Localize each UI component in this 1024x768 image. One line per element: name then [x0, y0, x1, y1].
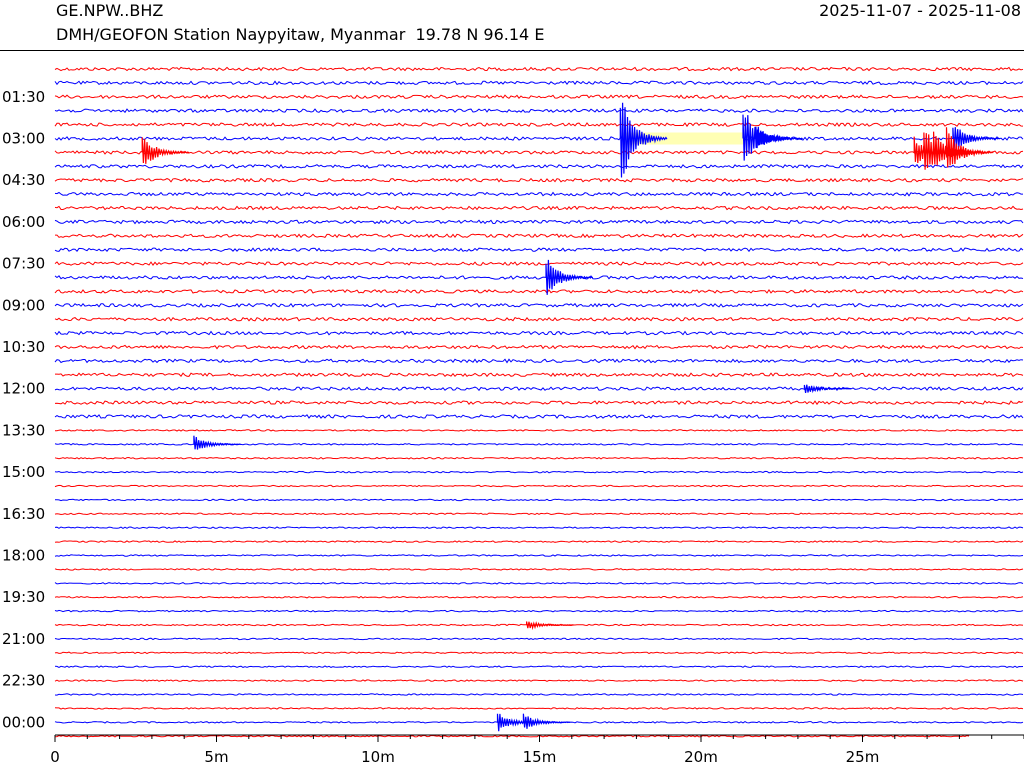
row-time-label: 12:00: [2, 380, 45, 398]
x-tick-label: 20m: [684, 748, 718, 766]
station-description: DMH/GEOFON Station Naypyitaw, Myanmar 19…: [56, 25, 545, 44]
trace-row: [54, 651, 1024, 655]
event-trace: [755, 126, 803, 149]
trace-row: [54, 707, 1024, 710]
row-time-label: 13:30: [2, 421, 45, 439]
event-trace: [952, 127, 1000, 152]
row-time-label: 22:30: [2, 672, 45, 690]
trace-row: [54, 400, 1024, 406]
trace-row: [54, 637, 1024, 641]
trace-row: [54, 316, 1024, 322]
trace-row: [54, 330, 1024, 336]
trace-row: [54, 191, 1023, 197]
trace-row: [54, 470, 1024, 474]
trace-row: [54, 247, 1024, 253]
x-tick-label: 5m: [204, 748, 228, 766]
trace-row: [54, 554, 1024, 557]
event-trace: [141, 137, 190, 164]
row-time-label: 06:00: [2, 213, 45, 231]
row-time-label: 21:00: [2, 630, 45, 648]
trace-row: [54, 94, 1024, 100]
trace-row: [54, 568, 1024, 571]
trace-row: [54, 526, 1024, 529]
event-trace: [522, 713, 571, 729]
trace-row: [54, 386, 1024, 392]
trace-row: [55, 372, 1024, 378]
event-trace: [803, 384, 852, 394]
seismogram-traces: [54, 66, 1024, 738]
trace-row: [54, 150, 1024, 155]
row-time-label: 07:30: [2, 255, 45, 273]
trace-row: [54, 177, 1024, 183]
trace-row: [54, 275, 1024, 280]
row-time-label: 15:00: [2, 463, 45, 481]
trace-row: [54, 288, 1024, 294]
trace-row: [54, 163, 1024, 169]
trace-row: [55, 429, 1024, 432]
header-divider: [0, 50, 1024, 51]
trace-row: [54, 414, 1024, 419]
trace-row: [54, 358, 1024, 364]
row-time-label: 10:30: [2, 338, 45, 356]
event-trace: [193, 435, 241, 450]
trace-row: [54, 122, 1024, 128]
trace-row: [54, 456, 1024, 460]
event-trace: [526, 621, 574, 631]
trace-row: [54, 219, 1024, 225]
trace-row: [54, 205, 1024, 211]
trace-row: [54, 665, 1024, 669]
trace-row: [54, 136, 1024, 141]
x-tick-label: 15m: [523, 748, 557, 766]
row-time-label: 09:00: [2, 296, 45, 314]
trace-row: [55, 498, 1023, 502]
row-time-label: 01:30: [2, 88, 45, 106]
x-tick-label: 25m: [846, 748, 880, 766]
trace-row: [54, 512, 1024, 516]
event-traces: [141, 102, 1000, 732]
row-time-label: 00:00: [2, 713, 45, 731]
trace-row: [54, 693, 1024, 696]
row-time-label: 18:00: [2, 547, 45, 565]
trace-row: [54, 734, 970, 738]
date-range: 2025-11-07 - 2025-11-08: [819, 1, 1021, 20]
row-time-labels: 01:30 03:00 04:30 06:00 07:30 09:00 10:30 12:00…: [2, 88, 45, 731]
data-gaps: [623, 132, 743, 145]
trace-row: [54, 540, 1024, 543]
plot-header: GE.NPW..BHZ 2025-11-07 - 2025-11-08 DMH/…: [0, 0, 1024, 51]
trace-row: [54, 344, 1024, 350]
station-code: GE.NPW..BHZ: [56, 1, 164, 20]
trace-row: [55, 233, 1024, 239]
x-tick-label: 10m: [361, 748, 395, 766]
event-trace: [945, 127, 994, 168]
trace-row: [54, 484, 1024, 488]
trace-row: [54, 80, 1024, 86]
trace-row: [54, 679, 1024, 682]
trace-row: [54, 302, 1024, 308]
event-trace: [619, 102, 668, 178]
trace-row: [54, 108, 1024, 114]
x-axis: 0 5m 10m 15m 20m 25m: [50, 734, 1024, 766]
trace-row: [54, 261, 1024, 266]
row-time-label: 19:30: [2, 588, 45, 606]
data-gap-rect: [623, 132, 743, 145]
trace-row: [54, 582, 1024, 585]
trace-row: [54, 609, 1024, 613]
event-trace: [545, 259, 594, 295]
row-time-label: 03:00: [2, 130, 45, 148]
x-tick-label: 0: [50, 748, 60, 766]
row-time-label: 04:30: [2, 171, 45, 189]
row-time-label: 16:30: [2, 505, 45, 523]
trace-row: [54, 595, 1024, 599]
trace-row: [54, 66, 1024, 72]
